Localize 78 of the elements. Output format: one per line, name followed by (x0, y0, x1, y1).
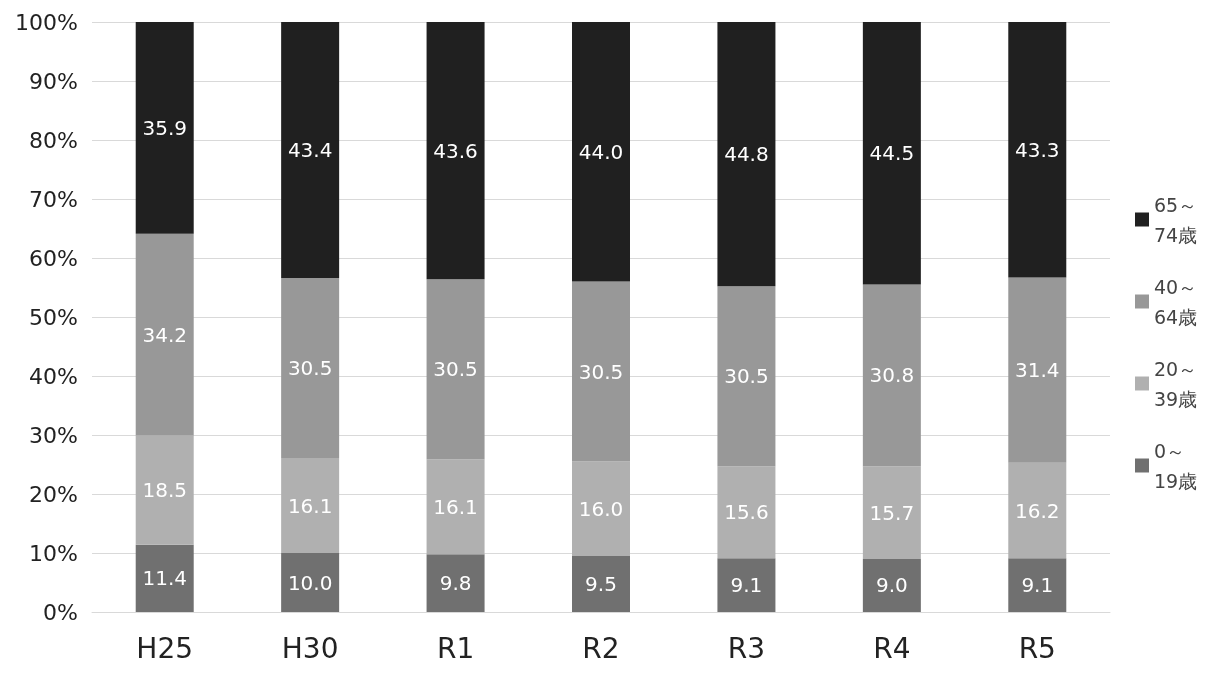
data-label: 30.5 (433, 357, 478, 382)
bar (572, 555, 630, 612)
x-tick-label: R4 (873, 631, 911, 665)
data-label: 16.1 (433, 494, 478, 519)
bar (862, 558, 921, 612)
bar (717, 286, 776, 467)
bar (281, 278, 340, 459)
data-label: 30.5 (724, 364, 769, 389)
x-tick-label: R1 (436, 631, 475, 665)
data-label: 18.5 (142, 478, 187, 503)
data-label: 44.8 (724, 142, 769, 167)
data-label: 16.1 (287, 493, 333, 518)
data-label: 43.6 (433, 138, 478, 163)
data-label: 15.7 (869, 500, 915, 525)
bar (135, 22, 194, 234)
bar (281, 553, 340, 612)
legend-label: 0～19歳 (1154, 439, 1198, 492)
data-label: 15.6 (724, 500, 769, 525)
data-label: 43.4 (287, 138, 333, 163)
data-label: 30.8 (869, 363, 915, 388)
data-label: 9.1 (1021, 573, 1054, 598)
bar (862, 466, 921, 559)
bar (717, 466, 776, 559)
bar (135, 435, 194, 545)
data-label: 31.4 (1015, 358, 1060, 383)
y-tick-label: 20% (29, 481, 78, 507)
data-label: 11.4 (142, 566, 187, 591)
data-label: 30.5 (287, 356, 333, 381)
data-label: 44.5 (869, 141, 915, 166)
data-label: 9.5 (585, 571, 617, 596)
bar (572, 22, 630, 282)
data-label: 9.8 (439, 571, 472, 596)
bar (862, 284, 921, 467)
data-label: 34.2 (142, 322, 187, 347)
bar (717, 22, 776, 287)
bar (135, 233, 194, 436)
bar (1008, 558, 1067, 612)
legend-label: 20～39歳 (1154, 357, 1198, 410)
legend-label: 40～64歳 (1154, 275, 1198, 328)
bar (1008, 22, 1067, 278)
x-tick-label: R5 (1018, 631, 1056, 665)
bar (1008, 462, 1067, 559)
legend-label: 65～74歳 (1154, 193, 1198, 246)
y-tick-label: 40% (29, 363, 78, 389)
data-label: 9.0 (875, 573, 908, 598)
x-tick-label: R2 (582, 631, 620, 665)
bar (426, 279, 485, 460)
bar (572, 281, 630, 462)
x-tick-label: H30 (281, 631, 339, 665)
y-tick-label: 80% (29, 127, 78, 153)
data-label: 35.9 (142, 115, 187, 140)
x-tick-label: R3 (727, 631, 766, 665)
bar (572, 461, 630, 556)
y-tick-label: 70% (29, 186, 78, 212)
data-label: 16.2 (1015, 498, 1060, 523)
y-tick-label: 50% (29, 304, 78, 330)
data-label: 44.0 (578, 139, 624, 164)
bar (281, 458, 340, 553)
bar (281, 22, 340, 279)
y-tick-label: 60% (29, 245, 78, 271)
data-label: 9.1 (730, 573, 763, 598)
data-label: 10.0 (287, 570, 333, 595)
y-tick-label: 90% (29, 68, 78, 94)
bar (717, 558, 776, 612)
x-tick-label: H25 (136, 631, 194, 665)
bar (862, 22, 921, 285)
data-label: 16.0 (578, 496, 624, 521)
data-label: 30.5 (578, 359, 624, 384)
bar (426, 554, 485, 612)
bar (426, 22, 485, 280)
bar (1008, 277, 1067, 463)
y-tick-label: 0% (43, 599, 78, 625)
y-tick-label: 30% (29, 422, 78, 448)
bar (426, 459, 485, 555)
y-tick-label: 10% (29, 540, 78, 566)
data-label: 43.3 (1015, 137, 1060, 162)
y-tick-label: 100% (15, 9, 78, 35)
bar (135, 544, 194, 612)
